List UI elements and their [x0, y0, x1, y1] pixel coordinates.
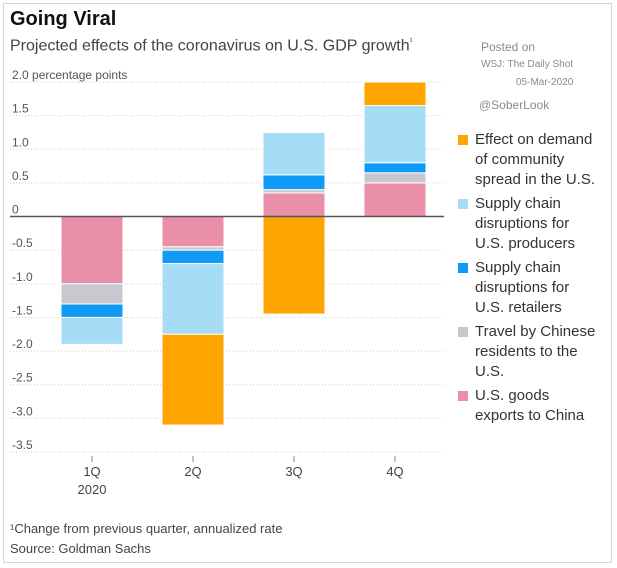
legend-swatch: [458, 327, 468, 337]
legend-swatch: [458, 199, 468, 209]
legend-label-line: Supply chain: [475, 195, 561, 212]
legend-label-line: of community: [475, 151, 565, 168]
bar-demand: [262, 216, 326, 315]
posted-date: 05-Mar-2020: [516, 77, 574, 88]
y-tick-label: 2.0 percentage points: [12, 68, 127, 82]
y-tick-label: -3.0: [12, 404, 33, 418]
legend-label-line: U.S.: [475, 363, 505, 380]
legend-label-line: disruptions for: [475, 279, 570, 296]
legend-label-line: U.S. producers: [475, 235, 576, 252]
y-tick-label: 1.0: [12, 135, 29, 149]
y-tick-label: -3.5: [12, 438, 33, 452]
watermark-block: Posted on WSJ: The Daily Shot 05-Mar-202…: [481, 40, 573, 90]
y-tick-label: -2.0: [12, 337, 33, 351]
bar-travel: [60, 283, 124, 305]
bar-demand: [161, 333, 225, 426]
y-tick-label: -1.5: [12, 303, 33, 317]
bar-travel: [161, 246, 225, 251]
bar-travel: [363, 172, 427, 184]
bar-supply_retailers: [60, 303, 124, 318]
legend-label-line: spread in the U.S.: [475, 171, 596, 188]
bar-supply_retailers: [161, 249, 225, 265]
y-tick-label: 0.5: [12, 169, 29, 183]
legend-label-line: exports to China: [475, 407, 585, 424]
legend-item-exports: U.S. goods exports to China: [458, 386, 608, 426]
x-tick-sublabel: 2020: [78, 482, 107, 497]
bar-exports: [363, 182, 427, 218]
y-tick-label: -1.0: [12, 270, 33, 284]
chart-legend: Effect on demand of community spread in th…: [458, 130, 608, 430]
chart-footnote: ¹Change from previous quarter, annualize…: [10, 521, 283, 536]
y-tick-label: 1.5: [12, 102, 29, 116]
bar-supply_retailers: [363, 162, 427, 174]
chart-title: Going Viral: [10, 8, 117, 30]
bar-exports: [262, 192, 326, 218]
legend-item-supply_retailers: Supply chain disruptions for U.S. retailer…: [458, 258, 608, 318]
bar-supply_producers: [363, 105, 427, 164]
bar-exports: [60, 216, 124, 285]
x-tick-label: 3Q: [285, 464, 302, 479]
legend-label: Supply chain disruptions for U.S. producer…: [475, 194, 575, 254]
legend-item-supply_producers: Supply chain disruptions for U.S. producer…: [458, 194, 608, 254]
legend-label-line: residents to the: [475, 343, 578, 360]
x-tick-label: 1Q: [83, 464, 100, 479]
chart-source: Source: Goldman Sachs: [10, 541, 151, 556]
legend-label: Effect on demand of community spread in th…: [475, 130, 595, 190]
y-tick-label: -2.5: [12, 371, 33, 385]
bar-travel: [262, 189, 326, 194]
subtitle-text: Projected effects of the coronavirus on …: [10, 37, 410, 55]
legend-label-line: Effect on demand: [475, 131, 593, 148]
subtitle-footnote-mark: ¹: [409, 36, 413, 46]
chart-subtitle: Projected effects of the coronavirus on …: [10, 36, 413, 55]
posted-label: Posted on: [481, 40, 536, 54]
legend-label: U.S. goods exports to China: [475, 386, 584, 426]
legend-label-line: disruptions for: [475, 215, 570, 232]
legend-label-line: Travel by Chinese: [475, 323, 596, 340]
bar-supply_producers: [262, 131, 326, 176]
legend-item-demand: Effect on demand of community spread in th…: [458, 130, 608, 190]
bar-supply_retailers: [262, 174, 326, 191]
x-tick-label: 4Q: [386, 464, 403, 479]
bar-demand: [363, 81, 427, 107]
watermark-handle: @SoberLook: [479, 98, 550, 112]
legend-swatch: [458, 135, 468, 145]
legend-label-line: U.S. goods: [475, 387, 550, 404]
legend-swatch: [458, 263, 468, 273]
legend-label: Travel by Chinese residents to the U.S.: [475, 322, 595, 382]
x-tick-label: 2Q: [184, 464, 201, 479]
posted-source: WSJ: The Daily Shot: [481, 59, 574, 70]
legend-label-line: U.S. retailers: [475, 299, 562, 316]
legend-item-travel: Travel by Chinese residents to the U.S.: [458, 322, 608, 382]
legend-label: Supply chain disruptions for U.S. retailer…: [475, 258, 569, 318]
y-tick-label: -0.5: [12, 236, 33, 250]
bar-supply_producers: [60, 316, 124, 345]
legend-swatch: [458, 391, 468, 401]
legend-label-line: Supply chain: [475, 259, 561, 276]
y-tick-label: 0: [12, 203, 19, 217]
bar-exports: [161, 216, 225, 248]
bar-supply_producers: [161, 263, 225, 335]
